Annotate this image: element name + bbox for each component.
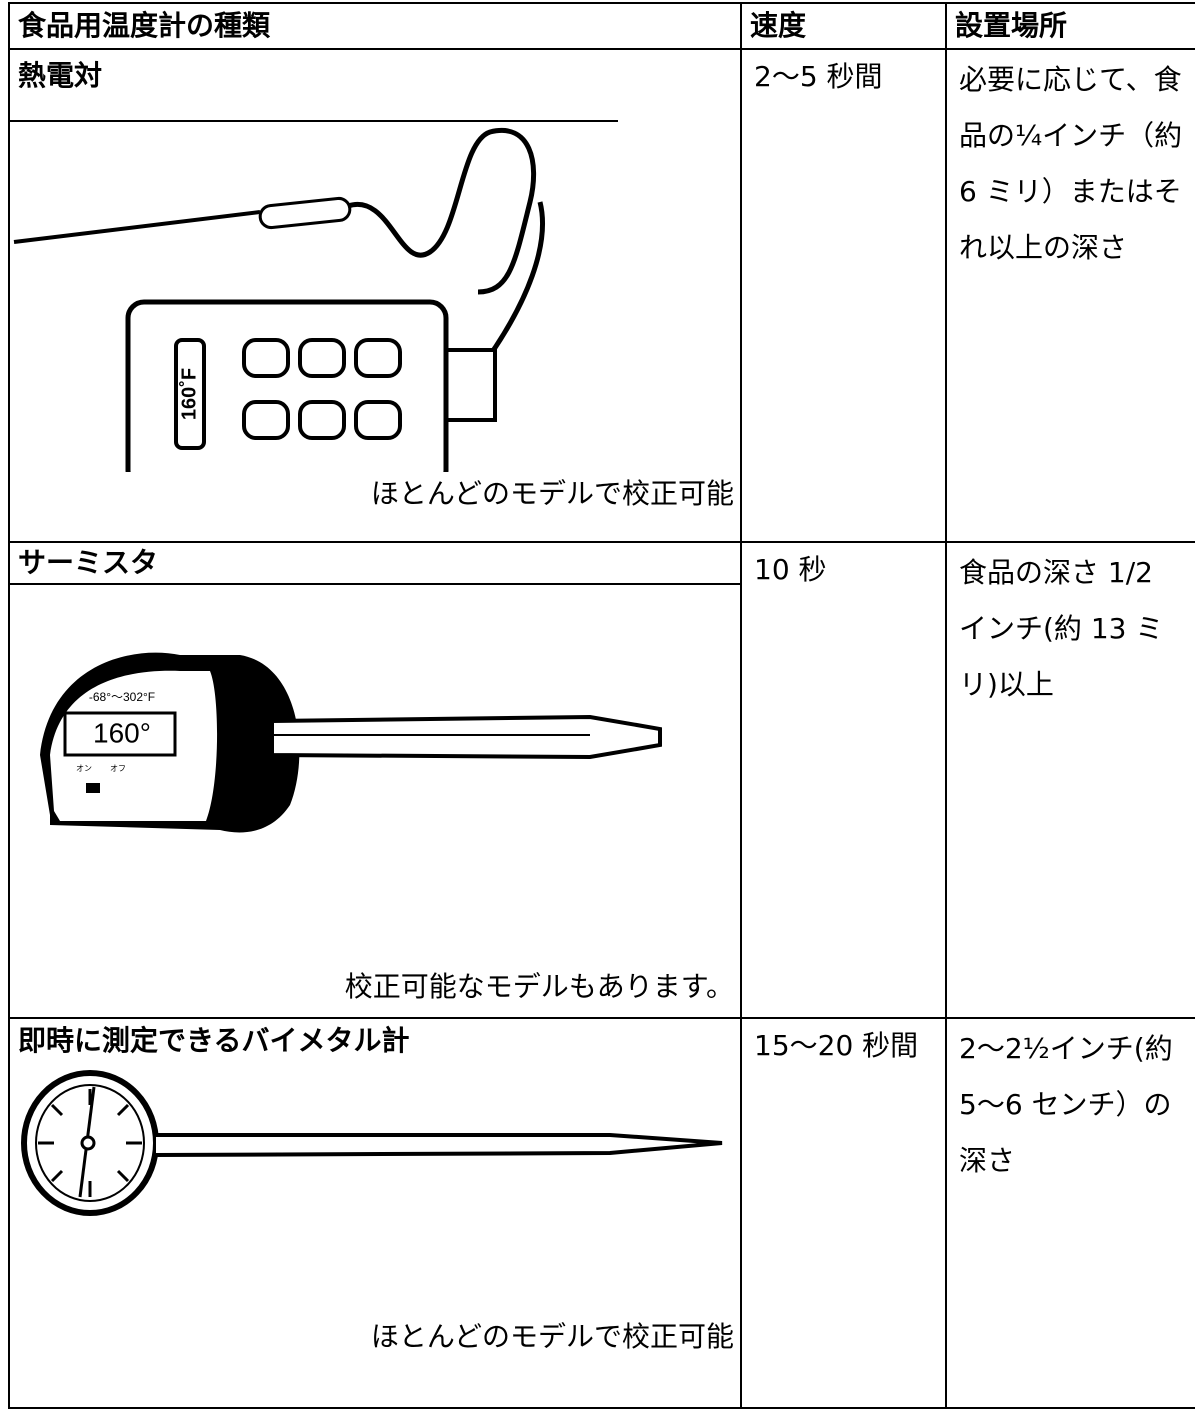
type-name: 熱電対 <box>10 50 618 122</box>
on-label: オン <box>76 764 92 773</box>
type-cell: 即時に測定できるバイメタル計 ほとんどのモデルで校正可能 <box>8 1017 742 1409</box>
type-note: 校正可能なモデルもあります。 <box>344 970 734 1003</box>
placement-cell: 2〜2½インチ(約 5〜6 センチ）の深さ <box>945 1017 1195 1409</box>
type-cell: サーミスタ 160° -68°～302°F オン オフ 校正可能なモデルもありま… <box>8 541 742 1019</box>
speed-cell: 2〜5 秒間 <box>740 48 947 543</box>
table-row: 熱電対 160˚F ほとんどのモデルで校正可能 2〜5 秒間 必要に応じて、食品… <box>8 48 1195 543</box>
thermocouple-illustration: 160˚F <box>13 128 545 472</box>
header-cell: 食品用温度計の種類 <box>8 2 742 50</box>
type-note: ほとんどのモデルで校正可能 <box>370 1320 734 1353</box>
speed-cell: 10 秒 <box>740 541 947 1019</box>
bimetal-illustration <box>21 1070 723 1216</box>
type-note: ほとんどのモデルで校正可能 <box>370 477 734 510</box>
table-row: 即時に測定できるバイメタル計 ほとんどのモデルで校正可能 15〜20 秒間 2〜… <box>8 1017 1195 1409</box>
range-label: -68°～302°F <box>89 690 155 704</box>
off-label: オフ <box>110 764 126 773</box>
thermistor-illustration: 160° -68°～302°F オン オフ <box>40 652 662 833</box>
type-cell: 熱電対 160˚F ほとんどのモデルで校正可能 <box>8 48 742 543</box>
display-label: 160˚F <box>177 368 200 420</box>
table-row: サーミスタ 160° -68°～302°F オン オフ 校正可能なモデルもありま… <box>8 541 1195 1019</box>
header-cell: 速度 <box>740 2 947 50</box>
header-cell: 設置場所 <box>945 2 1195 50</box>
header-row: 食品用温度計の種類 速度 設置場所 <box>8 2 1195 50</box>
type-name: サーミスタ <box>10 543 740 585</box>
type-name: 即時に測定できるバイメタル計 <box>18 1024 410 1057</box>
speed-cell: 15〜20 秒間 <box>740 1017 947 1409</box>
thermometer-table: 食品用温度計の種類 速度 設置場所 熱電対 160˚F ほとんどのモデルで校正可… <box>8 2 1195 1409</box>
placement-cell: 食品の深さ 1/2 インチ(約 13 ミリ)以上 <box>945 541 1195 1019</box>
placement-cell: 必要に応じて、食品の¼インチ（約 6 ミリ）またはそれ以上の深さ <box>945 48 1195 543</box>
display-label: 160° <box>93 717 151 748</box>
